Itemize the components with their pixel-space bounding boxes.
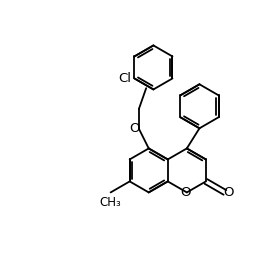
Text: CH₃: CH₃ <box>100 195 122 209</box>
Text: Cl: Cl <box>119 72 132 85</box>
Text: O: O <box>180 186 191 200</box>
Text: O: O <box>129 122 139 135</box>
Text: O: O <box>223 186 233 199</box>
